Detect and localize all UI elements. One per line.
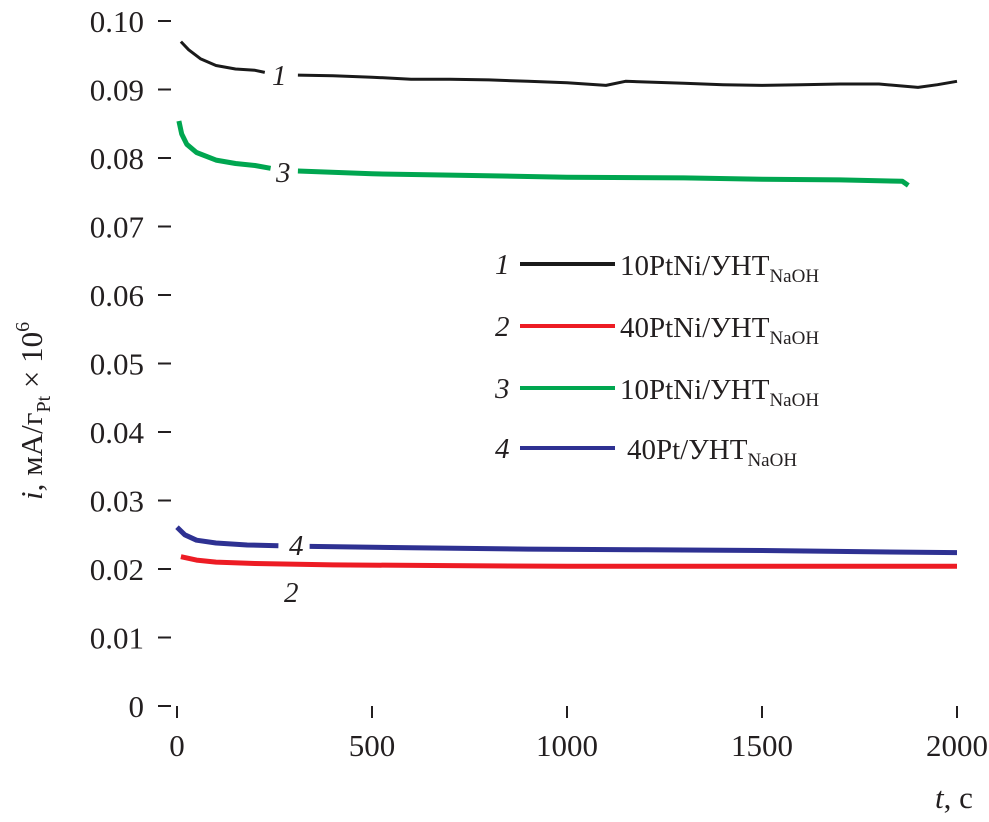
- y-tick-label: 0.08: [90, 141, 144, 176]
- x-axis-unit: , с: [944, 780, 973, 815]
- curve-label-2: 2: [284, 577, 299, 609]
- y-tick-label: 0.02: [90, 552, 144, 587]
- series-4-line: [309, 543, 958, 556]
- series-3-line: [176, 120, 272, 171]
- legend-name-sub: NaOH: [769, 266, 819, 287]
- legend-name: 40Pt/УНТ: [627, 434, 748, 466]
- x-axis-var: t: [935, 780, 945, 815]
- curve-label-3: 3: [275, 157, 291, 189]
- legend-number-2: 2: [495, 311, 510, 343]
- x-tick-label: 1000: [536, 728, 598, 763]
- curve-label-4: 4: [289, 530, 304, 562]
- y-tick-label: 0.04: [90, 415, 145, 450]
- y-tick-label: 0.03: [90, 484, 144, 519]
- legend-name-sub: NaOH: [769, 328, 819, 349]
- x-tick-label: 2000: [926, 728, 988, 763]
- legend-name: 10PtNi/УНТ: [620, 250, 770, 282]
- legend-name-sub: NaOH: [747, 450, 797, 471]
- series-1-line: [297, 73, 958, 89]
- x-tick-label: 500: [349, 728, 396, 763]
- y-axis-exp: 6: [12, 322, 34, 332]
- curve-label-1: 1: [272, 60, 287, 92]
- y-tick-label: 0.06: [90, 278, 144, 313]
- y-axis: 0 0.01 0.02 0.03 0.04 0.05 0.06 0.07 0.08 0.09 0.1…: [90, 4, 171, 724]
- legend-label-1: 10PtNi/УНТNaOH: [620, 250, 819, 287]
- legend-name-sub: NaOH: [769, 390, 819, 411]
- y-axis-label: i, мА/гPt × 106: [12, 322, 55, 500]
- y-axis-unit-sub: Pt: [33, 395, 55, 412]
- x-axis: 0 500 1000 1500 2000: [169, 706, 988, 763]
- y-tick-label: 0.09: [90, 73, 144, 108]
- legend-label-2: 40PtNi/УНТNaOH: [620, 312, 819, 349]
- y-tick-label: 0.05: [90, 347, 144, 382]
- y-axis-var: i: [14, 491, 49, 500]
- y-tick-label: 0.07: [90, 210, 144, 245]
- legend-number-1: 1: [495, 249, 510, 281]
- legend-name: 40PtNi/УНТ: [620, 312, 770, 344]
- series-2-line: [180, 554, 957, 569]
- x-axis-label: t, с: [935, 780, 973, 815]
- legend-label-3: 10PtNi/УНТNaOH: [620, 374, 819, 411]
- y-axis-unit: , мА/г: [14, 413, 49, 492]
- y-tick-label: 0.01: [90, 621, 144, 656]
- y-tick-label: 0: [129, 689, 145, 724]
- x-tick-label: 1500: [731, 728, 793, 763]
- legend-label-4: 40Pt/УНТNaOH: [627, 434, 797, 471]
- series-1-line: [179, 40, 266, 74]
- plot-area: [175, 40, 958, 569]
- legend-number-3: 3: [494, 373, 510, 405]
- y-axis-mult: × 10: [14, 332, 49, 396]
- series-3-line: [297, 168, 910, 188]
- y-tick-label: 0.10: [90, 4, 144, 39]
- series-4-line: [175, 525, 279, 549]
- legend-name: 10PtNi/УНТ: [620, 374, 770, 406]
- x-tick-label: 0: [169, 728, 185, 763]
- legend-number-4: 4: [495, 433, 510, 465]
